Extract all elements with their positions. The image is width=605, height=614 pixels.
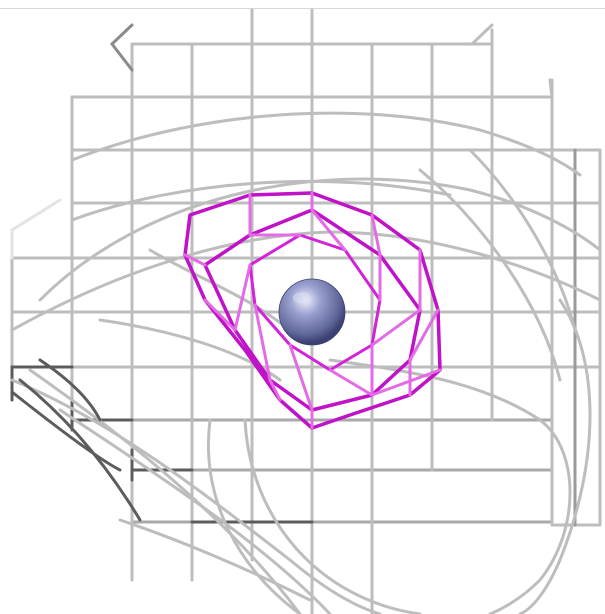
contour-edge [328,368,374,397]
mesh-contour [207,418,302,614]
mesh-corner [110,42,134,72]
mesh-contour [70,111,582,177]
mesh-contour [10,378,382,614]
viewer-top-border [0,8,605,9]
atom-highlight [293,292,311,304]
contour-edge [268,378,282,402]
mesh-contour [418,168,562,382]
atom-sphere[interactable] [278,278,346,346]
mesh-faint [10,198,62,232]
mesh-contour [328,358,572,614]
contour-edge [370,368,442,397]
contour-edge [370,213,382,257]
contour-edge [288,343,314,412]
mesh-contour [118,518,312,602]
contour-edge [408,308,440,362]
mesh-corner [548,78,554,99]
mesh-dark-contour [18,378,142,522]
contour-edge [233,263,252,332]
contour-edge [310,208,347,252]
mesh-contour [518,298,592,614]
mesh-corner [110,23,134,46]
contour-edge [183,253,207,267]
mesh-dark-contour [10,390,122,472]
mesh-contour [28,368,302,614]
mesh-contour [243,418,422,614]
mesh-corner [470,23,494,46]
contour-edge [253,303,272,382]
contour-edge [370,308,422,347]
atom-body[interactable] [278,278,346,346]
mesh-contour [38,177,602,302]
mesh-contour [468,148,577,332]
mesh-contour [58,408,332,614]
mesh-dark-contour [38,358,102,422]
contour-edge [203,298,237,332]
mesh-contour [70,179,452,222]
density-mesh-contours [10,111,602,614]
magenta-contour-cage [183,191,442,430]
